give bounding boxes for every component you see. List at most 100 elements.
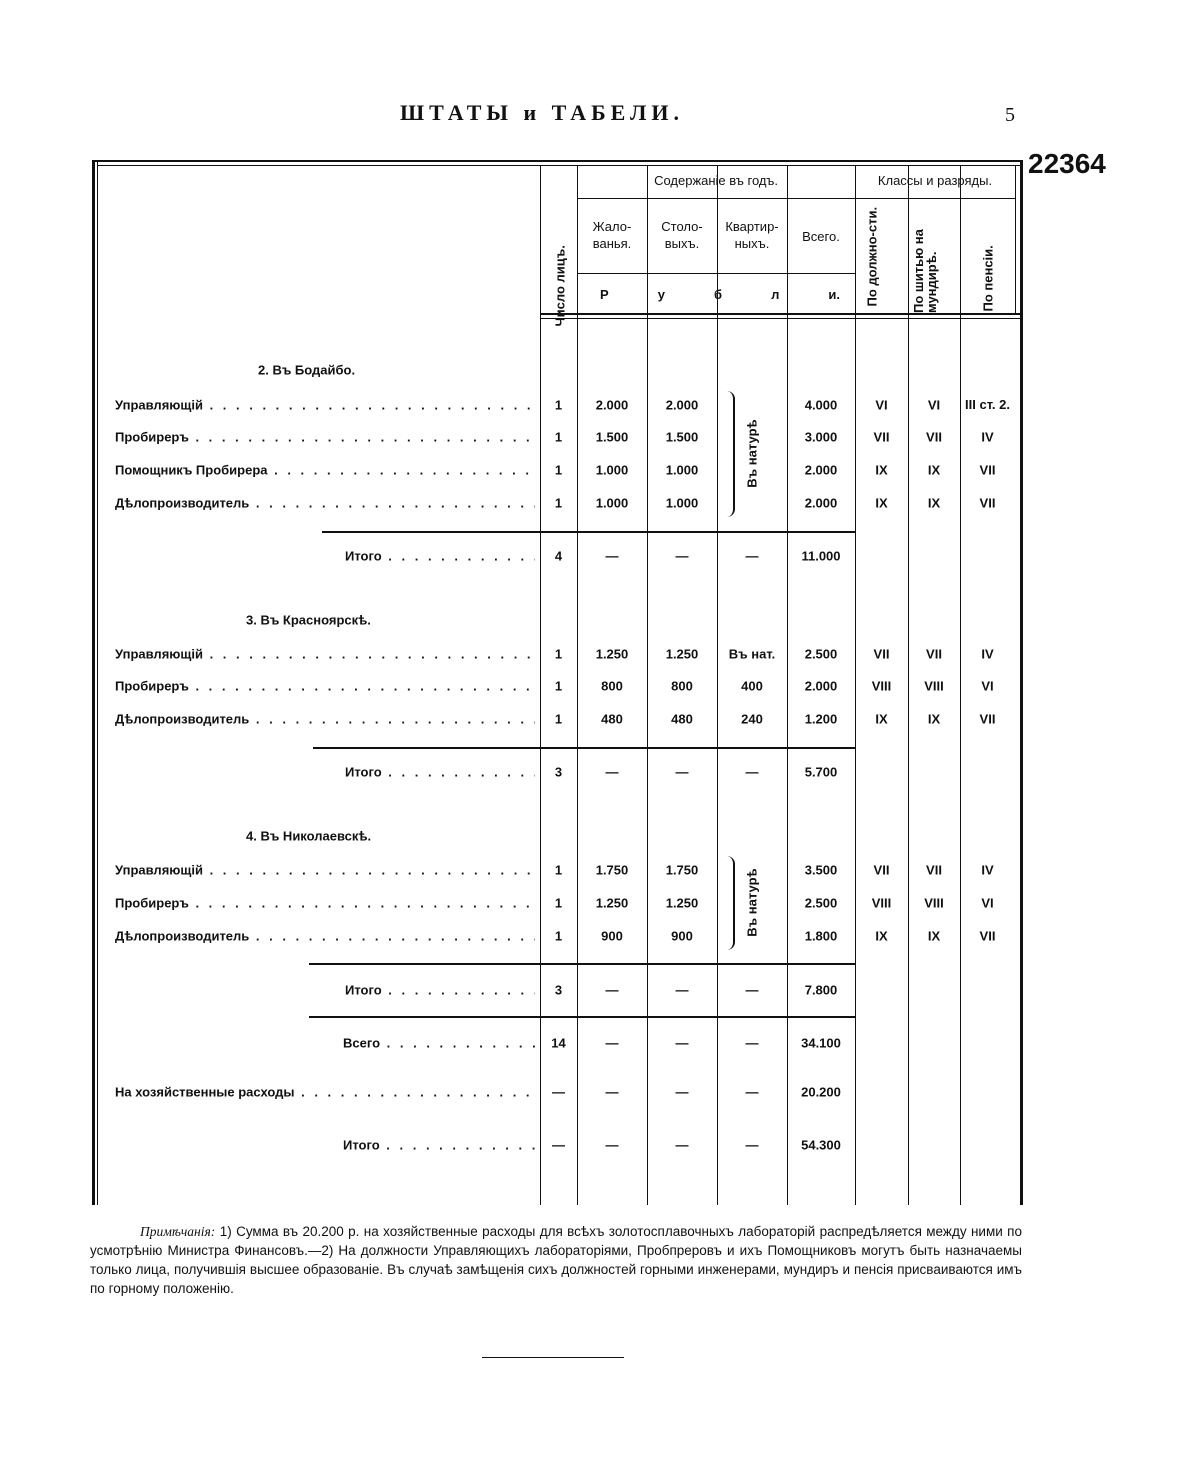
header-bottom-rule xyxy=(540,313,1020,315)
column-rule xyxy=(540,165,541,1205)
unit-letter: л xyxy=(771,287,780,302)
staff-row-salary: 1.000 xyxy=(595,462,629,478)
staff-row-quarters: Въ нат. xyxy=(728,646,776,662)
staff-row-label: Управляющій . . . . . . . . . . . . . . … xyxy=(115,862,535,878)
staff-row-uniform: VII xyxy=(926,862,942,878)
section-heading: 4. Въ Николаевскѣ. xyxy=(246,828,372,844)
staff-row-uniform: VII xyxy=(926,646,942,662)
staff-row-label: Дѣлопроизводитель . . . . . . . . . . . … xyxy=(115,711,535,727)
expenses-row-count: — xyxy=(552,1084,565,1100)
staff-row-label: Пробиреръ . . . . . . . . . . . . . . . … xyxy=(115,895,535,911)
total-row-table: — xyxy=(675,1035,689,1051)
header-count: Число лицъ. xyxy=(552,245,568,327)
staff-row-table: 1.750 xyxy=(665,862,699,878)
column-rule xyxy=(908,165,909,1205)
total-row-table: — xyxy=(675,1137,689,1153)
header-pay: Содержаніе въ годъ. xyxy=(654,173,778,188)
expenses-row-total: 20.200 xyxy=(801,1084,841,1100)
staff-row-total: 2.000 xyxy=(804,495,838,511)
staff-row-pension: IV xyxy=(981,862,994,878)
staff-row-uniform: VIII xyxy=(924,678,944,694)
total-row-quarters: — xyxy=(745,1137,759,1153)
footnote-text: 1) Сумма въ 20.200 р. на хозяйственные р… xyxy=(90,1224,1022,1296)
page-number: 5 xyxy=(1005,104,1015,126)
staff-row-label: Дѣлопроизводитель . . . . . . . . . . . … xyxy=(115,495,535,511)
subtotal-row-table: — xyxy=(675,764,689,780)
subtotal-row-salary: — xyxy=(605,548,619,564)
header-classes: Классы и разряды. xyxy=(877,173,993,188)
staff-row-count: 1 xyxy=(554,495,563,511)
column-rule xyxy=(1015,165,1016,313)
footnote-lead: Примѣчанія: xyxy=(140,1224,216,1239)
end-rule xyxy=(482,1357,624,1358)
expenses-row-quarters: — xyxy=(745,1084,759,1100)
staff-row-uniform: IX xyxy=(927,711,941,727)
subtotal-row-total: 7.800 xyxy=(804,982,838,998)
staff-row-pension: III ст. 2. xyxy=(965,397,1010,412)
staff-row-total: 2.000 xyxy=(804,678,838,694)
staff-row-post: VIII xyxy=(871,678,892,694)
staff-row-salary: 800 xyxy=(601,678,623,694)
subtotal-row-total: 11.000 xyxy=(801,548,841,564)
staff-row-uniform: IX xyxy=(927,928,941,944)
staff-row-table: 1.000 xyxy=(665,495,699,511)
staff-row-count: 1 xyxy=(554,429,563,445)
staff-row-count: 1 xyxy=(554,928,563,944)
staff-row-count: 1 xyxy=(554,462,563,478)
subtotal-rule xyxy=(309,963,855,965)
column-rule xyxy=(855,165,856,1205)
subtotal-row-quarters: — xyxy=(745,548,759,564)
staff-row-salary: 1.000 xyxy=(595,495,629,511)
brace-icon xyxy=(727,856,735,950)
staff-row-post: VI xyxy=(875,397,888,413)
staff-row-table: 1.250 xyxy=(665,895,699,911)
subtotal-row-salary: — xyxy=(605,764,619,780)
unit-letter: б xyxy=(714,287,723,302)
subtotal-row-salary: — xyxy=(605,982,619,998)
subtotal-rule xyxy=(313,747,855,749)
staff-row-quarters: 400 xyxy=(741,678,763,694)
header-rule xyxy=(577,198,855,199)
staff-row-uniform: VI xyxy=(927,397,941,413)
staff-row-table: 2.000 xyxy=(665,397,699,413)
staff-row-label: Управляющій . . . . . . . . . . . . . . … xyxy=(115,397,535,413)
staff-row-count: 1 xyxy=(554,711,563,727)
section-heading: 3. Въ Красноярскѣ. xyxy=(246,612,371,628)
staff-row-label: Пробиреръ . . . . . . . . . . . . . . . … xyxy=(115,429,535,445)
staff-row-label: Помощникъ Пробирера . . . . . . . . . . … xyxy=(115,462,535,478)
table-border-top-inner xyxy=(97,165,1020,166)
table-border-left xyxy=(97,160,98,1205)
staff-row-salary: 1.250 xyxy=(595,895,629,911)
header-by-uniform: По шитью на мундирѣ. xyxy=(911,229,939,313)
header-salary: Жало-ванья. xyxy=(592,219,632,251)
expenses-row-table: — xyxy=(675,1084,689,1100)
table-border-right xyxy=(1020,160,1023,1205)
staff-row-pension: IV xyxy=(981,646,994,662)
staff-row-salary: 1.750 xyxy=(595,862,629,878)
staff-row-total: 1.200 xyxy=(804,711,838,727)
staff-row-pension: VI xyxy=(981,678,994,694)
staff-row-post: VIII xyxy=(871,895,892,911)
total-row-quarters: — xyxy=(745,1035,759,1051)
header-table-money: Столо-выхъ. xyxy=(661,219,703,251)
staff-row-count: 1 xyxy=(554,862,563,878)
staff-row-uniform: VII xyxy=(926,429,942,445)
staff-row-count: 1 xyxy=(554,646,563,662)
subtotal-row-table: — xyxy=(675,982,689,998)
subtotal-row-quarters: — xyxy=(745,764,759,780)
total-row-salary: — xyxy=(605,1035,619,1051)
staff-row-total: 3.000 xyxy=(804,429,838,445)
total-row-label: Всего . . . . . . . . . . . . . . . . . … xyxy=(343,1035,535,1051)
staff-row-post: IX xyxy=(875,462,888,478)
staff-row-post: IX xyxy=(875,495,888,511)
expenses-row-salary: — xyxy=(605,1084,619,1100)
column-rule xyxy=(647,165,648,1205)
total-row-count: — xyxy=(552,1137,565,1153)
unit-letter: Р xyxy=(600,287,609,302)
section-heading: 2. Въ Бодайбо. xyxy=(258,362,356,378)
table-border-left xyxy=(92,160,95,1205)
total-row-label: Итого . . . . . . . . . . . . . . . . . … xyxy=(343,1137,535,1153)
staff-row-label: Управляющій . . . . . . . . . . . . . . … xyxy=(115,646,535,662)
staff-row-salary: 2.000 xyxy=(595,397,629,413)
